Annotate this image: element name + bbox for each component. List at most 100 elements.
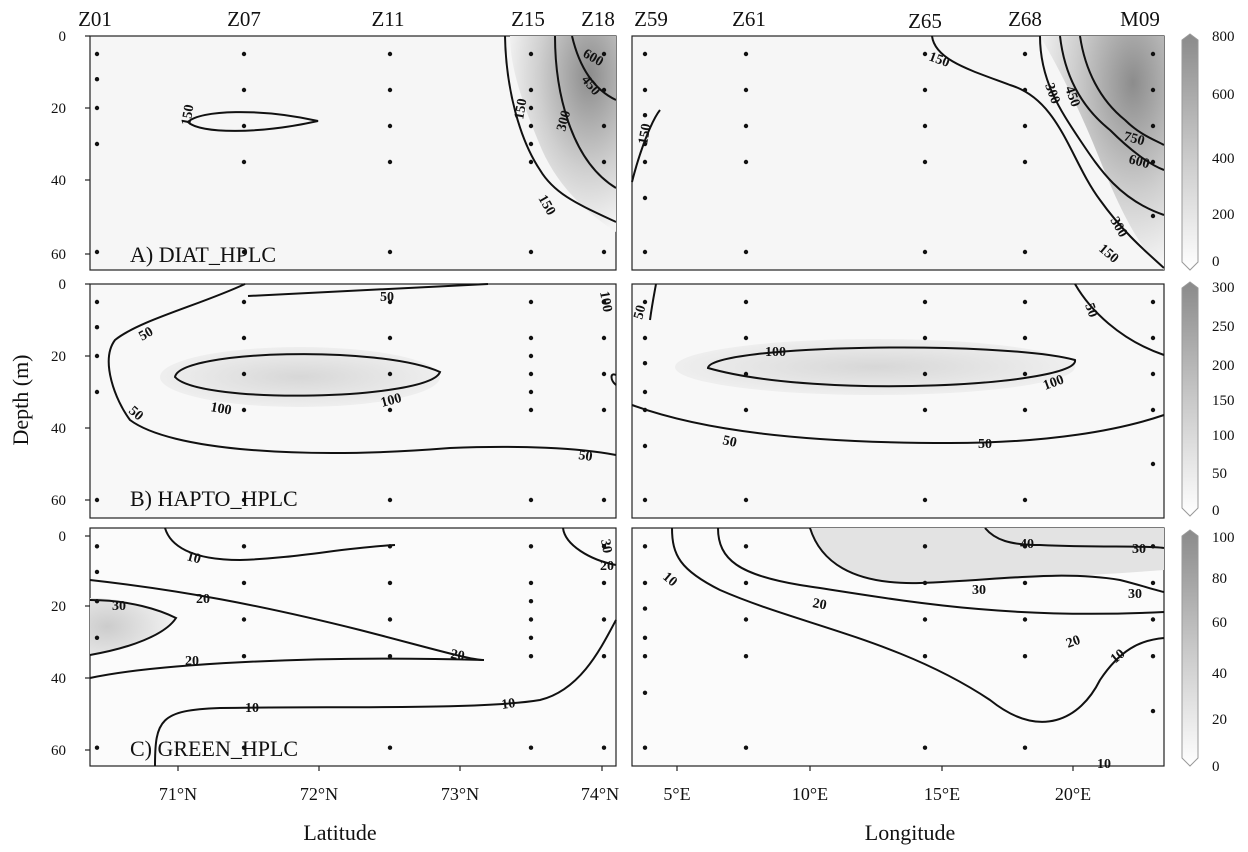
panel-a-contour-line xyxy=(186,111,319,132)
panel-c-contour-label: 30 xyxy=(1132,542,1146,557)
panel-c-left-frame xyxy=(89,527,617,767)
sample-point xyxy=(743,51,749,57)
y-tick-label: 60 xyxy=(51,493,66,509)
x-tick-label: 5°E xyxy=(663,784,690,804)
panel-a-contour-label: 300 xyxy=(1041,81,1062,106)
panel-a-title: A) DIAT_HPLC xyxy=(130,242,276,267)
panel-b-contour-label: 50 xyxy=(137,324,157,344)
sample-point xyxy=(642,544,648,549)
colorbar-c: 100 80 60 40 20 0 xyxy=(1181,529,1235,775)
panel-b: 50 50 100 100 50 50 100 50 100 100 50 50… xyxy=(89,283,1165,519)
sample-point xyxy=(1150,299,1156,305)
station-label-z68: Z68 xyxy=(1008,7,1042,31)
panel-a-contour-label: 750 xyxy=(1122,129,1146,149)
sample-point xyxy=(922,580,928,586)
sample-point xyxy=(922,544,928,549)
sample-point xyxy=(1150,159,1156,165)
sample-point xyxy=(387,87,393,93)
sample-point xyxy=(528,654,534,659)
sample-point xyxy=(1150,708,1156,714)
sample-point xyxy=(642,113,648,118)
sample-point xyxy=(94,105,100,111)
colorbar-a-bar xyxy=(1181,33,1199,271)
x-ticks: 71°N 72°N 73°N 74°N 5°E 10°E 15°E 20°E xyxy=(159,784,1091,804)
x-tick-marks xyxy=(177,766,1074,771)
panel-a-contour-line xyxy=(1039,35,1165,216)
sample-point xyxy=(528,335,534,341)
sample-point xyxy=(601,497,607,503)
panel-b-contour-label: 50 xyxy=(721,433,738,451)
panel-b-contour-line xyxy=(107,283,617,456)
panel-c-contour-label: 30 xyxy=(1128,587,1142,602)
panel-c-contour-label: 20 xyxy=(811,596,827,613)
colorbar-a-tick: 800 xyxy=(1212,29,1235,45)
sample-point xyxy=(922,123,928,129)
station-label-m09: M09 xyxy=(1120,7,1160,31)
sample-point xyxy=(1150,335,1156,341)
y-tick-label: 20 xyxy=(51,101,66,117)
sample-point xyxy=(387,617,393,622)
panel-a-contour-label: 450 xyxy=(1061,84,1082,109)
station-labels-right: Z59 Z61 Z65 Z68 M09 xyxy=(634,7,1160,33)
sample-point xyxy=(94,325,100,330)
sample-point xyxy=(642,389,648,395)
sample-point xyxy=(528,599,534,604)
sample-point xyxy=(241,87,247,93)
sample-point xyxy=(642,87,648,93)
sample-point xyxy=(642,361,648,366)
sample-point xyxy=(528,141,534,147)
x-tick-label: 74°N xyxy=(581,784,619,804)
station-label-z65: Z65 xyxy=(908,9,942,33)
sample-point xyxy=(387,159,393,165)
x-tick-label: 20°E xyxy=(1055,784,1091,804)
y-tick-label: 0 xyxy=(59,529,67,545)
colorbar-c-tick: 100 xyxy=(1212,530,1235,546)
panel-b-contour-label: 50 xyxy=(978,437,992,452)
sample-point xyxy=(94,544,100,549)
sample-point xyxy=(528,580,534,586)
y-tick-marks xyxy=(85,35,90,751)
y-tick-label: 60 xyxy=(51,247,66,263)
sample-point xyxy=(743,335,749,341)
sample-point xyxy=(642,497,648,503)
station-label-z61: Z61 xyxy=(732,7,766,31)
sample-point xyxy=(1150,123,1156,129)
sample-point xyxy=(241,654,247,659)
sample-point xyxy=(642,745,648,750)
sample-point xyxy=(528,407,534,413)
sample-point xyxy=(387,299,393,305)
station-label-z59: Z59 xyxy=(634,7,668,31)
station-label-z15: Z15 xyxy=(511,7,545,31)
sample-point xyxy=(1150,213,1156,219)
colorbar-c-tick: 80 xyxy=(1212,571,1227,587)
sample-point xyxy=(241,123,247,129)
x-tick-label: 72°N xyxy=(300,784,338,804)
sample-point xyxy=(387,335,393,341)
panel-b-contour-line xyxy=(706,346,1076,388)
sample-point xyxy=(94,353,100,359)
sample-point xyxy=(922,87,928,93)
sample-point xyxy=(528,371,534,377)
colorbar-b-tick: 300 xyxy=(1212,280,1235,296)
colorbar-b: 300 250 200 150 100 50 0 xyxy=(1181,280,1235,519)
colorbar-b-tick: 50 xyxy=(1212,466,1227,482)
sample-point xyxy=(642,249,648,255)
sample-point xyxy=(642,299,648,305)
sample-point xyxy=(1150,51,1156,57)
sample-point xyxy=(1150,617,1156,622)
sample-point xyxy=(528,105,534,111)
sample-point xyxy=(601,87,607,93)
sample-point xyxy=(642,635,648,640)
y-ticks: 0 20 40 60 0 20 40 60 0 20 40 60 xyxy=(51,29,66,759)
sample-point xyxy=(922,497,928,503)
panel-b-title: B) HAPTO_HPLC xyxy=(130,486,298,511)
colorbar-a: 800 600 400 200 0 xyxy=(1181,29,1235,271)
sample-point xyxy=(1150,580,1156,586)
sample-point xyxy=(1150,371,1156,377)
colorbar-b-tick: 250 xyxy=(1212,319,1235,335)
sample-point xyxy=(528,51,534,57)
sample-point xyxy=(387,654,393,659)
panel-c-contour-label: 30 xyxy=(972,583,986,598)
sample-point xyxy=(1022,544,1028,549)
